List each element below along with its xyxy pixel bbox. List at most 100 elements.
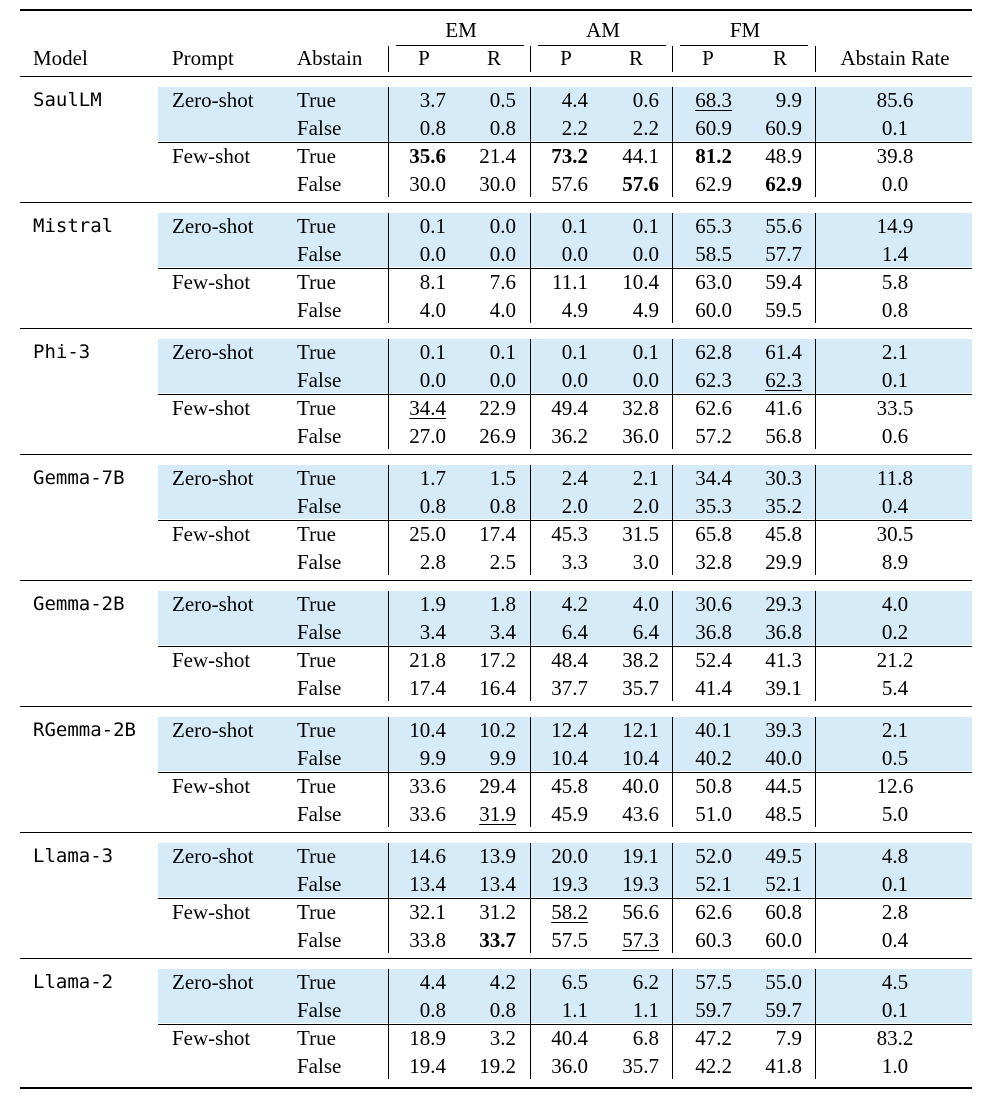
column-vline	[815, 213, 816, 323]
cell-fm-r: 59.5	[765, 298, 802, 322]
cell-fm-p: 52.4	[695, 648, 732, 672]
am-cmidrule	[538, 45, 666, 46]
prompt-separator	[158, 772, 972, 773]
cell-em-p: 4.4	[419, 970, 446, 994]
zero-shot-shading	[158, 717, 972, 771]
cell-em-p: 33.6	[409, 802, 446, 826]
cell-em-r: 26.9	[479, 424, 516, 448]
cell-am-p: 10.4	[551, 746, 588, 770]
abstain-value: False	[297, 928, 342, 952]
cell-am-p: 2.4	[561, 466, 588, 490]
prompt-separator	[158, 394, 972, 395]
cell-em-r: 4.0	[489, 298, 516, 322]
cell-em-p: 33.6	[409, 774, 446, 798]
cell-am-r: 1.1	[632, 998, 659, 1022]
cell-fm-p: 35.3	[695, 494, 732, 518]
cell-em-p: 9.9	[419, 746, 446, 770]
cell-em-r: 33.7	[479, 928, 516, 952]
cell-am-p: 49.4	[551, 396, 588, 420]
cell-abstain-rate: 4.5	[881, 970, 909, 994]
cell-fm-p: 50.8	[695, 774, 732, 798]
cell-fm-p: 68.3	[695, 88, 732, 112]
cell-fm-p: 42.2	[695, 1054, 732, 1078]
cell-am-p: 57.6	[551, 172, 588, 196]
cell-em-p: 1.7	[419, 466, 446, 490]
abstain-value: False	[297, 368, 342, 392]
header-fm-p: P	[702, 46, 714, 70]
prompt-separator	[158, 1024, 972, 1025]
cell-fm-p: 65.3	[695, 214, 732, 238]
abstain-value: False	[297, 116, 342, 140]
abstain-value: True	[297, 88, 336, 112]
column-vline	[530, 969, 531, 1079]
zero-shot-shading	[158, 843, 972, 897]
cell-fm-r: 41.6	[765, 396, 802, 420]
cell-em-r: 0.8	[489, 998, 516, 1022]
zero-shot-shading	[158, 87, 972, 141]
cell-fm-p: 60.3	[695, 928, 732, 952]
abstain-value: True	[297, 1026, 336, 1050]
cell-am-r: 6.8	[632, 1026, 659, 1050]
prompt-label: Few-shot	[172, 900, 251, 924]
prompt-label: Few-shot	[172, 270, 251, 294]
abstain-value: False	[297, 620, 342, 644]
cell-am-r: 38.2	[622, 648, 659, 672]
cell-em-p: 10.4	[409, 718, 446, 742]
cell-fm-r: 48.9	[765, 144, 802, 168]
cell-abstain-rate: 2.8	[881, 900, 909, 924]
cell-abstain-rate: 5.4	[881, 676, 909, 700]
cell-em-r: 22.9	[479, 396, 516, 420]
cell-em-r: 0.1	[489, 340, 516, 364]
group-header-em: EM	[445, 18, 477, 42]
cell-am-p: 40.4	[551, 1026, 588, 1050]
cell-fm-r: 52.1	[765, 872, 802, 896]
header-abstain-rate: Abstain Rate	[840, 46, 950, 70]
abstain-value: True	[297, 592, 336, 616]
abstain-value: True	[297, 774, 336, 798]
cell-fm-r: 39.1	[765, 676, 802, 700]
cell-am-r: 35.7	[622, 1054, 659, 1078]
abstain-value: False	[297, 676, 342, 700]
cell-fm-r: 56.8	[765, 424, 802, 448]
cell-em-r: 10.2	[479, 718, 516, 742]
group-rule	[20, 202, 972, 203]
cell-am-p: 0.1	[561, 214, 588, 238]
cell-am-r: 56.6	[622, 900, 659, 924]
zero-shot-shading	[158, 591, 972, 645]
cell-em-p: 0.1	[419, 214, 446, 238]
model-name: SaulLM	[33, 89, 102, 111]
cell-fm-p: 58.5	[695, 242, 732, 266]
cell-am-r: 19.1	[622, 844, 659, 868]
cell-em-p: 17.4	[409, 676, 446, 700]
zero-shot-shading	[158, 339, 972, 393]
cell-em-p: 0.0	[419, 242, 446, 266]
cell-abstain-rate: 1.4	[881, 242, 909, 266]
cell-em-r: 0.8	[489, 494, 516, 518]
cell-am-r: 4.9	[632, 298, 659, 322]
header-fm-r: R	[772, 46, 787, 70]
prompt-label: Zero-shot	[172, 88, 254, 112]
cell-abstain-rate: 12.6	[876, 774, 914, 798]
cell-em-p: 27.0	[409, 424, 446, 448]
cell-fm-p: 40.1	[695, 718, 732, 742]
column-vline	[530, 717, 531, 827]
cell-am-r: 3.0	[632, 550, 659, 574]
column-vline	[530, 87, 531, 197]
cell-abstain-rate: 2.1	[881, 340, 909, 364]
prompt-separator	[158, 520, 972, 521]
cell-am-r: 2.0	[632, 494, 659, 518]
group-header-am: AM	[586, 18, 620, 42]
group-rule	[20, 958, 972, 959]
cell-abstain-rate: 0.1	[881, 116, 909, 140]
abstain-value: False	[297, 242, 342, 266]
model-name: RGemma-2B	[33, 719, 136, 741]
cell-am-r: 0.1	[632, 340, 659, 364]
cell-fm-r: 48.5	[765, 802, 802, 826]
cell-am-r: 12.1	[622, 718, 659, 742]
cell-abstain-rate: 0.1	[881, 368, 909, 392]
cell-fm-p: 34.4	[695, 466, 732, 490]
cell-em-r: 7.6	[489, 270, 516, 294]
cell-am-r: 10.4	[622, 746, 659, 770]
cell-fm-p: 41.4	[695, 676, 732, 700]
cell-em-r: 3.4	[489, 620, 516, 644]
